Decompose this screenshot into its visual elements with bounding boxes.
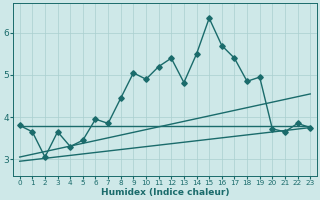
X-axis label: Humidex (Indice chaleur): Humidex (Indice chaleur) bbox=[101, 188, 229, 197]
